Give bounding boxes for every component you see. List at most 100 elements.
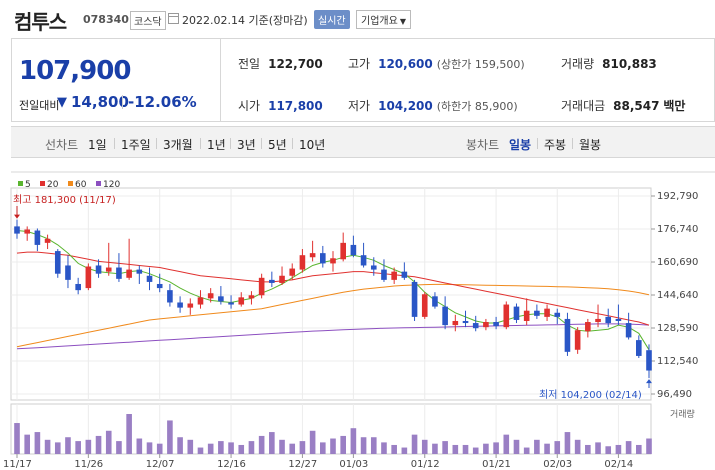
change-percent: -12.06%	[128, 93, 197, 111]
candle-body	[289, 268, 296, 276]
min-arrow-icon	[646, 379, 652, 384]
divider	[261, 138, 262, 149]
candle-body	[585, 322, 591, 332]
prev-close-label: 전일	[238, 57, 261, 71]
trade-amount: 거래대금 88,547 백만	[561, 97, 685, 114]
candle-weekly[interactable]: 주봉	[544, 138, 567, 152]
candles	[14, 219, 652, 379]
volume-bar	[360, 437, 367, 454]
change-value: 14,800	[71, 93, 129, 111]
lower-limit: (하한가 85,900)	[436, 100, 518, 113]
divider	[114, 138, 115, 149]
candle-body	[544, 308, 550, 317]
divider	[230, 138, 231, 149]
candle-body	[360, 255, 367, 266]
volume-bar	[391, 444, 397, 454]
candle-body	[523, 310, 530, 321]
candle-body	[207, 293, 214, 299]
amount-value: 88,547	[613, 99, 660, 113]
candle-body	[421, 294, 428, 317]
y-tick-label: 192,790	[657, 191, 698, 202]
y-tick-label: 160,690	[657, 257, 698, 268]
candle-body	[75, 283, 81, 291]
max-price-annotation: 최고 181,300 (11/17)	[13, 194, 116, 206]
upper-limit: (상한가 159,500)	[436, 58, 525, 71]
volume-bar	[564, 432, 571, 454]
price-chart[interactable]: 5 20 60 120 192,790 176,740 160,690 144,640 128…	[0, 170, 715, 470]
candle-body	[483, 322, 489, 328]
volume-bar	[320, 442, 326, 454]
volume-bar	[279, 439, 285, 454]
candle-body	[258, 277, 265, 296]
candle-body	[136, 269, 143, 274]
x-tick-label: 01/03	[339, 459, 368, 470]
volume-bar	[534, 439, 540, 454]
legend-swatch	[18, 181, 23, 186]
volume-bar	[34, 432, 41, 454]
volume-bars	[14, 414, 652, 454]
ma60-line	[16, 283, 650, 348]
volume-bar	[289, 443, 296, 454]
realtime-button[interactable]: 실시간	[314, 10, 350, 29]
volume-bar	[625, 441, 632, 454]
candle-body	[462, 320, 469, 324]
stock-name: 컴투스	[14, 10, 67, 34]
period-10y[interactable]: 10년	[299, 138, 326, 152]
volume-bar	[146, 442, 153, 454]
period-1y[interactable]: 1년	[207, 138, 226, 152]
y-tick-label: 176,740	[657, 224, 698, 235]
period-3m[interactable]: 3개월	[163, 138, 193, 152]
amount-unit: 백만	[663, 99, 686, 113]
chart-legend: 5 20 60 120	[18, 180, 120, 190]
volume-bar	[462, 444, 469, 454]
min-price-annotation: 최저 104,200 (02/14)	[539, 389, 642, 401]
candle-body	[116, 267, 122, 279]
candle-body	[309, 253, 316, 258]
volume-bar	[136, 438, 143, 454]
divider	[200, 138, 201, 149]
period-3y[interactable]: 3년	[237, 138, 256, 152]
period-bar: 선차트 1일 1주일 3개월 1년 3년 5년 10년 봉차트 일봉 주봉 월봉	[11, 126, 715, 158]
candle-daily[interactable]: 일봉	[509, 138, 532, 152]
candle-body	[574, 330, 581, 350]
candle-body	[320, 253, 326, 264]
volume-bar	[299, 441, 306, 454]
candle-body	[238, 297, 245, 305]
candle-body	[65, 265, 71, 280]
candle-body	[95, 265, 102, 274]
candle-body	[85, 266, 92, 289]
low-price: 저가 104,200 (하한가 85,900)	[348, 97, 518, 114]
period-1d[interactable]: 1일	[88, 138, 107, 152]
legend-label: 120	[103, 180, 120, 190]
company-overview-button[interactable]: 기업개요 ▼	[356, 10, 411, 29]
x-tick-label: 12/27	[288, 459, 317, 470]
candle-body	[269, 279, 275, 283]
prev-close: 전일 122,700	[238, 55, 323, 72]
period-5y[interactable]: 5년	[268, 138, 287, 152]
chart-grid	[11, 188, 651, 454]
candle-body	[370, 265, 377, 270]
volume-bar	[615, 444, 622, 454]
period-1w[interactable]: 1주일	[121, 138, 151, 152]
moving-averages	[16, 230, 650, 351]
candle-body	[14, 226, 20, 234]
x-tick-label: 02/03	[543, 459, 572, 470]
open-price: 시가 117,800	[238, 97, 323, 114]
candle-body	[615, 318, 622, 321]
volume-bar	[65, 437, 71, 454]
candle-body	[452, 320, 459, 326]
y-tick-label: 144,640	[657, 290, 698, 301]
x-axis: 11/17 11/26 12/07 12/16 12/27 01/03 01/12 01/21…	[3, 454, 633, 470]
quote-date-value: 2022.02.14	[182, 14, 245, 27]
volume-bar	[442, 441, 448, 454]
candle-body	[54, 251, 61, 274]
candle-monthly[interactable]: 월봉	[579, 138, 602, 152]
volume-bar	[340, 435, 346, 454]
x-tick-label: 11/26	[74, 459, 103, 470]
volume-bar	[85, 439, 92, 454]
candle-body	[228, 302, 234, 305]
candle-body	[299, 255, 306, 270]
candle-body	[24, 229, 30, 234]
volume-bar	[24, 434, 30, 454]
x-tick-label: 02/14	[604, 459, 633, 470]
